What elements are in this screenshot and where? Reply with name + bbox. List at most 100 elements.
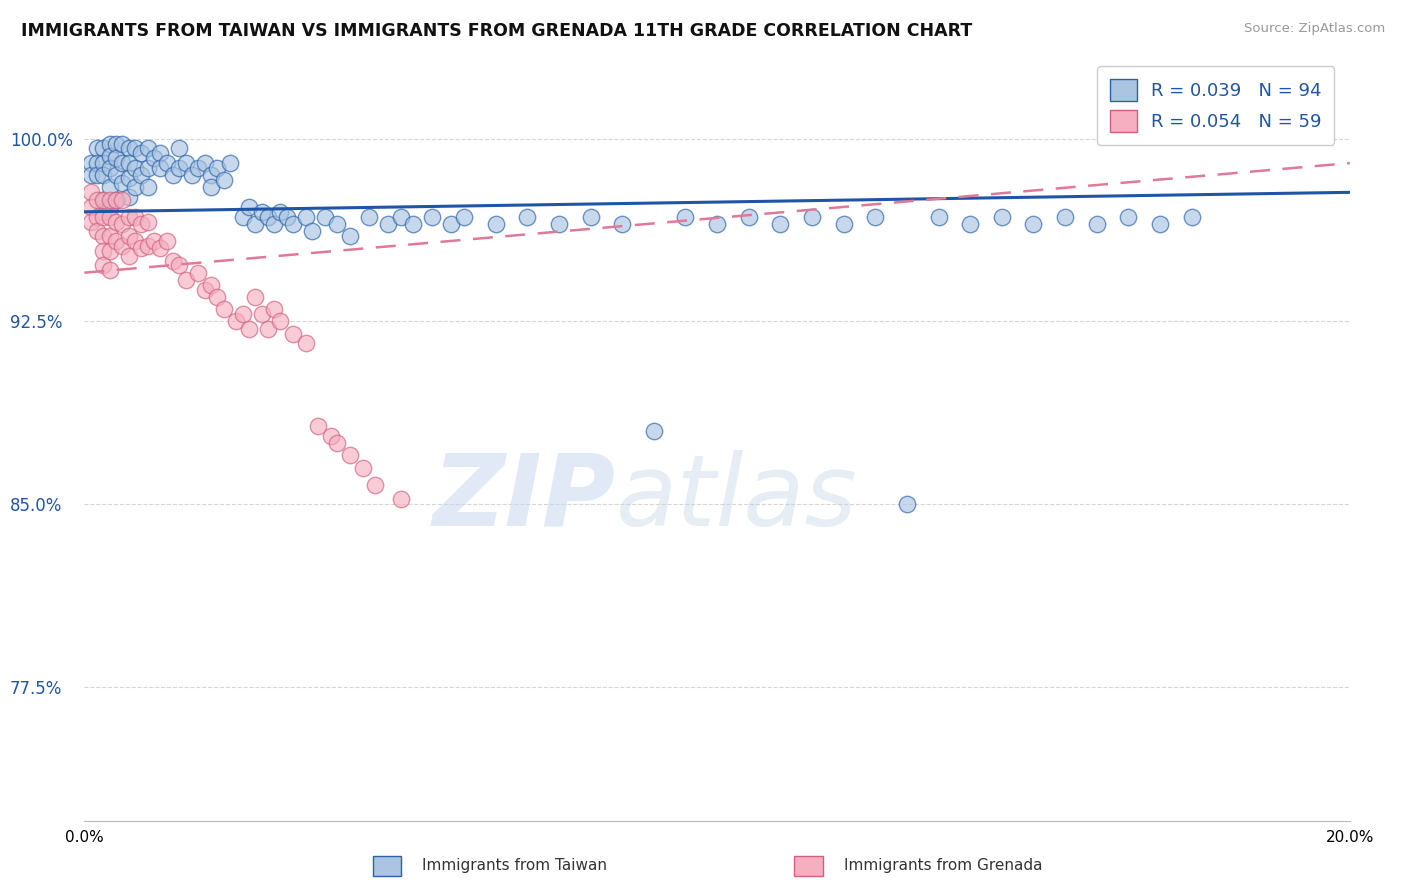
Point <box>180 169 204 183</box>
Point <box>111 193 134 207</box>
Point <box>928 210 950 224</box>
Point <box>162 169 184 183</box>
Point <box>111 156 134 170</box>
Point <box>801 210 824 224</box>
Point <box>1118 210 1140 224</box>
Point <box>643 424 665 438</box>
Point <box>136 141 159 155</box>
Point <box>579 210 602 224</box>
Point <box>93 244 115 258</box>
Point <box>129 217 153 231</box>
Point <box>93 259 115 273</box>
Point <box>124 234 146 248</box>
Point <box>1054 210 1077 224</box>
Point <box>200 169 222 183</box>
Point <box>295 210 318 224</box>
Point <box>422 210 444 224</box>
Point <box>281 326 305 341</box>
Point <box>79 156 103 170</box>
Point <box>143 234 166 248</box>
Point <box>959 217 981 231</box>
Point <box>548 217 571 231</box>
Point <box>124 161 146 175</box>
Point <box>124 180 146 194</box>
Point <box>86 141 108 155</box>
Point <box>263 217 285 231</box>
Point <box>86 210 108 224</box>
Point <box>98 180 121 194</box>
Point <box>118 156 141 170</box>
Point <box>118 249 141 263</box>
Point <box>863 210 887 224</box>
Point <box>93 210 115 224</box>
Text: Immigrants from Taiwan: Immigrants from Taiwan <box>422 858 607 872</box>
Point <box>1180 210 1202 224</box>
Point <box>155 234 177 248</box>
Point <box>129 169 153 183</box>
Point <box>118 229 141 244</box>
Point <box>200 180 222 194</box>
Point <box>105 136 127 151</box>
Point <box>105 193 127 207</box>
Point <box>270 204 292 219</box>
Point <box>129 146 153 161</box>
Point <box>612 217 634 231</box>
Point <box>352 460 374 475</box>
Point <box>250 204 273 219</box>
Text: IMMIGRANTS FROM TAIWAN VS IMMIGRANTS FROM GRENADA 11TH GRADE CORRELATION CHART: IMMIGRANTS FROM TAIWAN VS IMMIGRANTS FRO… <box>21 22 973 40</box>
Point <box>79 200 103 214</box>
Point <box>124 141 146 155</box>
Point <box>118 210 141 224</box>
Point <box>389 492 412 507</box>
Point <box>86 169 108 183</box>
Point <box>149 161 172 175</box>
Point <box>307 419 329 434</box>
Point <box>364 477 387 491</box>
Point <box>295 336 318 351</box>
Point <box>484 217 508 231</box>
Point <box>737 210 759 224</box>
Point <box>187 161 209 175</box>
Point <box>111 176 134 190</box>
Point <box>169 259 191 273</box>
Point <box>270 314 292 328</box>
Point <box>93 141 115 155</box>
Point <box>440 217 463 231</box>
Point <box>357 210 380 224</box>
Point <box>93 169 115 183</box>
Point <box>105 169 127 183</box>
Point <box>111 217 134 231</box>
Point <box>118 170 141 185</box>
Point <box>136 180 159 194</box>
Point <box>174 273 197 287</box>
Point <box>238 200 260 214</box>
Point <box>321 429 343 443</box>
Point <box>129 241 153 255</box>
Point <box>155 156 177 170</box>
Point <box>326 436 349 450</box>
Point <box>86 193 108 207</box>
Point <box>105 234 127 248</box>
Point <box>276 210 298 224</box>
Point <box>326 217 349 231</box>
Point <box>98 210 121 224</box>
Point <box>1022 217 1045 231</box>
Point <box>86 156 108 170</box>
Point <box>79 186 103 200</box>
Point <box>339 229 361 244</box>
Point <box>143 151 166 165</box>
Point <box>98 161 121 175</box>
Point <box>314 210 336 224</box>
Point <box>207 161 229 175</box>
Point <box>79 214 103 228</box>
Point <box>257 210 280 224</box>
Point <box>86 224 108 238</box>
Text: Immigrants from Grenada: Immigrants from Grenada <box>844 858 1042 872</box>
Point <box>193 156 217 170</box>
Point <box>118 141 141 155</box>
Point <box>174 156 197 170</box>
Point <box>389 210 412 224</box>
Legend: R = 0.039   N = 94, R = 0.054   N = 59: R = 0.039 N = 94, R = 0.054 N = 59 <box>1097 66 1334 145</box>
Point <box>105 151 127 165</box>
Point <box>79 169 103 183</box>
